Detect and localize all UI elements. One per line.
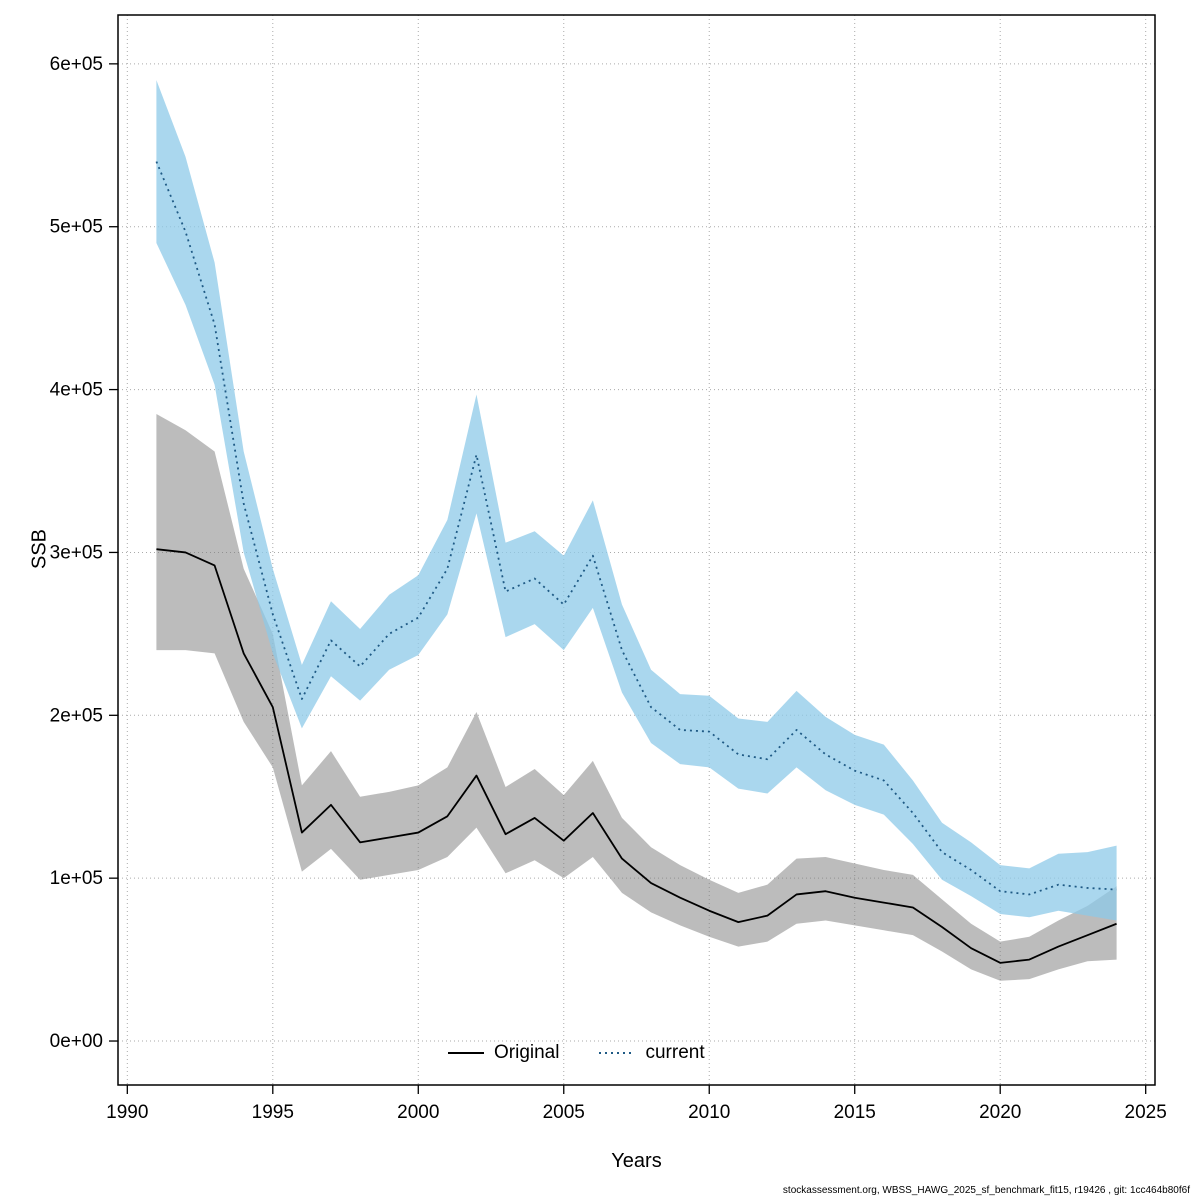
x-tick-label: 2025: [1125, 1102, 1167, 1123]
y-tick-label: 0e+00: [50, 1031, 103, 1052]
legend-item-original: Original: [448, 1042, 559, 1064]
x-tick-label: 2000: [397, 1102, 439, 1123]
y-tick-label: 1e+05: [50, 868, 103, 889]
y-tick-label: 3e+05: [50, 542, 103, 563]
y-tick-label: 5e+05: [50, 217, 103, 238]
legend-item-current: current: [599, 1042, 705, 1064]
y-tick-label: 2e+05: [50, 705, 103, 726]
legend: Original current: [448, 1042, 705, 1064]
x-tick-label: 2010: [688, 1102, 730, 1123]
plot-border: [117, 14, 1156, 1086]
y-tick-label: 4e+05: [50, 380, 103, 401]
legend-label-original: Original: [494, 1042, 560, 1063]
Original-confidence-band: [156, 414, 1117, 981]
footer-note: stockassessment.org, WBSS_HAWG_2025_sf_b…: [782, 1185, 1190, 1196]
legend-label-current: current: [645, 1042, 705, 1063]
y-axis-title: SSB: [28, 528, 51, 570]
x-tick-label: 1990: [106, 1102, 148, 1123]
solid-line-swatch-icon: [448, 1052, 484, 1054]
x-tick-label: 2005: [543, 1102, 585, 1123]
y-tick-label: 6e+05: [50, 54, 103, 75]
x-tick-label: 2015: [834, 1102, 876, 1123]
x-tick-label: 1995: [252, 1102, 294, 1123]
Original-line: [156, 548, 1117, 964]
x-axis-title: Years: [611, 1150, 662, 1172]
dotted-line-swatch-icon: [599, 1052, 636, 1054]
x-tick-label: 2020: [979, 1102, 1021, 1123]
